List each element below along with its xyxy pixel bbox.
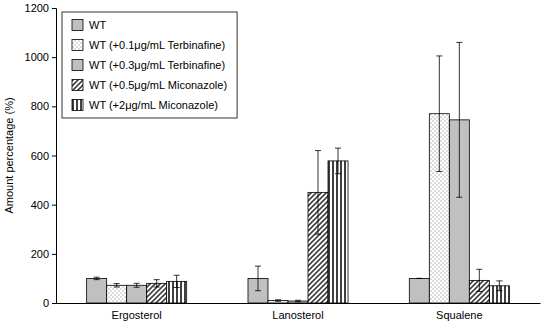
y-tick-mark [52,303,56,304]
y-tick-mark [52,205,56,206]
x-tick-label: Ergosterol [112,309,162,321]
plot: 0 200 400 600 800 1000 1200 Ergosterol Lanostero… [25,2,541,321]
y-tick-label: 600 [31,150,49,162]
legend-swatch [72,100,83,111]
error-bar [335,148,341,174]
y-tick-mark [52,8,56,9]
y-tick-mark [52,106,56,107]
legend-label: WT (+0.1μg/mL Terbinafine) [89,39,225,51]
y-tick: 600 [31,150,56,162]
legend-swatch [72,20,83,31]
y-tick-label: 1200 [25,2,49,14]
error-bar [174,275,180,287]
legend: WT WT (+0.1μg/mL Terbinafine) WT (+0.3μg/m… [62,12,237,118]
bar [288,301,308,303]
bar [328,161,348,303]
bar [87,278,107,303]
y-tick: 400 [31,199,56,211]
y-axis-line [52,9,57,304]
legend-label: WT [89,19,106,31]
x-tick: Lanosterol [272,303,323,321]
y-tick-label: 0 [43,297,49,309]
y-tick-label: 400 [31,199,49,211]
legend-label: WT (+0.5μg/mL Miconazole) [89,79,227,91]
bar [409,278,429,303]
error-bar [154,280,160,287]
y-tick: 800 [31,100,56,112]
y-tick: 1200 [25,2,56,14]
y-axis: 0 200 400 600 800 1000 1200 [25,2,57,309]
error-bar [114,284,120,287]
y-tick-mark [52,57,56,58]
error-bar [436,56,442,172]
error-bar [496,281,502,291]
y-tick-mark [52,254,56,255]
legend-item: WT [72,19,106,31]
y-tick-label: 200 [31,248,49,260]
legend-label: WT (+2μg/mL Miconazole) [89,99,218,111]
legend-item: WT (+0.5μg/mL Miconazole) [72,79,227,91]
legend-label: WT (+0.3μg/mL Terbinafine) [89,59,225,71]
y-tick-label: 800 [31,100,49,112]
legend-swatch [72,80,83,91]
y-tick: 200 [31,248,56,260]
error-bar [476,269,482,291]
y-tick: 0 [43,297,56,309]
x-axis: Ergosterol Lanosterol Squalene [57,303,541,321]
chart: 0 200 400 600 800 1000 1200 Ergosterol Lanostero… [0,0,548,330]
legend-item: WT (+0.3μg/mL Terbinafine) [72,59,225,71]
y-tick-label: 1000 [25,51,49,63]
x-axis-line [57,303,541,304]
error-bar [315,151,321,235]
error-bar [275,300,281,301]
error-bar [416,278,422,279]
legend-box [62,12,237,118]
x-tick-label: Lanosterol [272,309,323,321]
x-tick: Ergosterol [112,303,162,321]
bar [107,285,127,303]
bar [268,301,288,303]
legend-item: WT (+2μg/mL Miconazole) [72,99,218,111]
y-tick-mark [52,156,56,157]
legend-item: WT (+0.1μg/mL Terbinafine) [72,39,225,51]
legend-swatch [72,60,83,71]
x-tick-label: Squalene [436,309,483,321]
error-bar [255,266,261,291]
error-bar [295,300,301,301]
bars [87,42,510,303]
legend-swatch [72,40,83,51]
error-bar [94,277,100,279]
error-bar [456,42,462,197]
x-tick: Squalene [436,303,483,321]
bar [127,285,147,303]
error-bar [134,283,140,287]
y-axis-title: Amount percentage (%) [3,97,15,213]
y-tick: 1000 [25,51,56,63]
